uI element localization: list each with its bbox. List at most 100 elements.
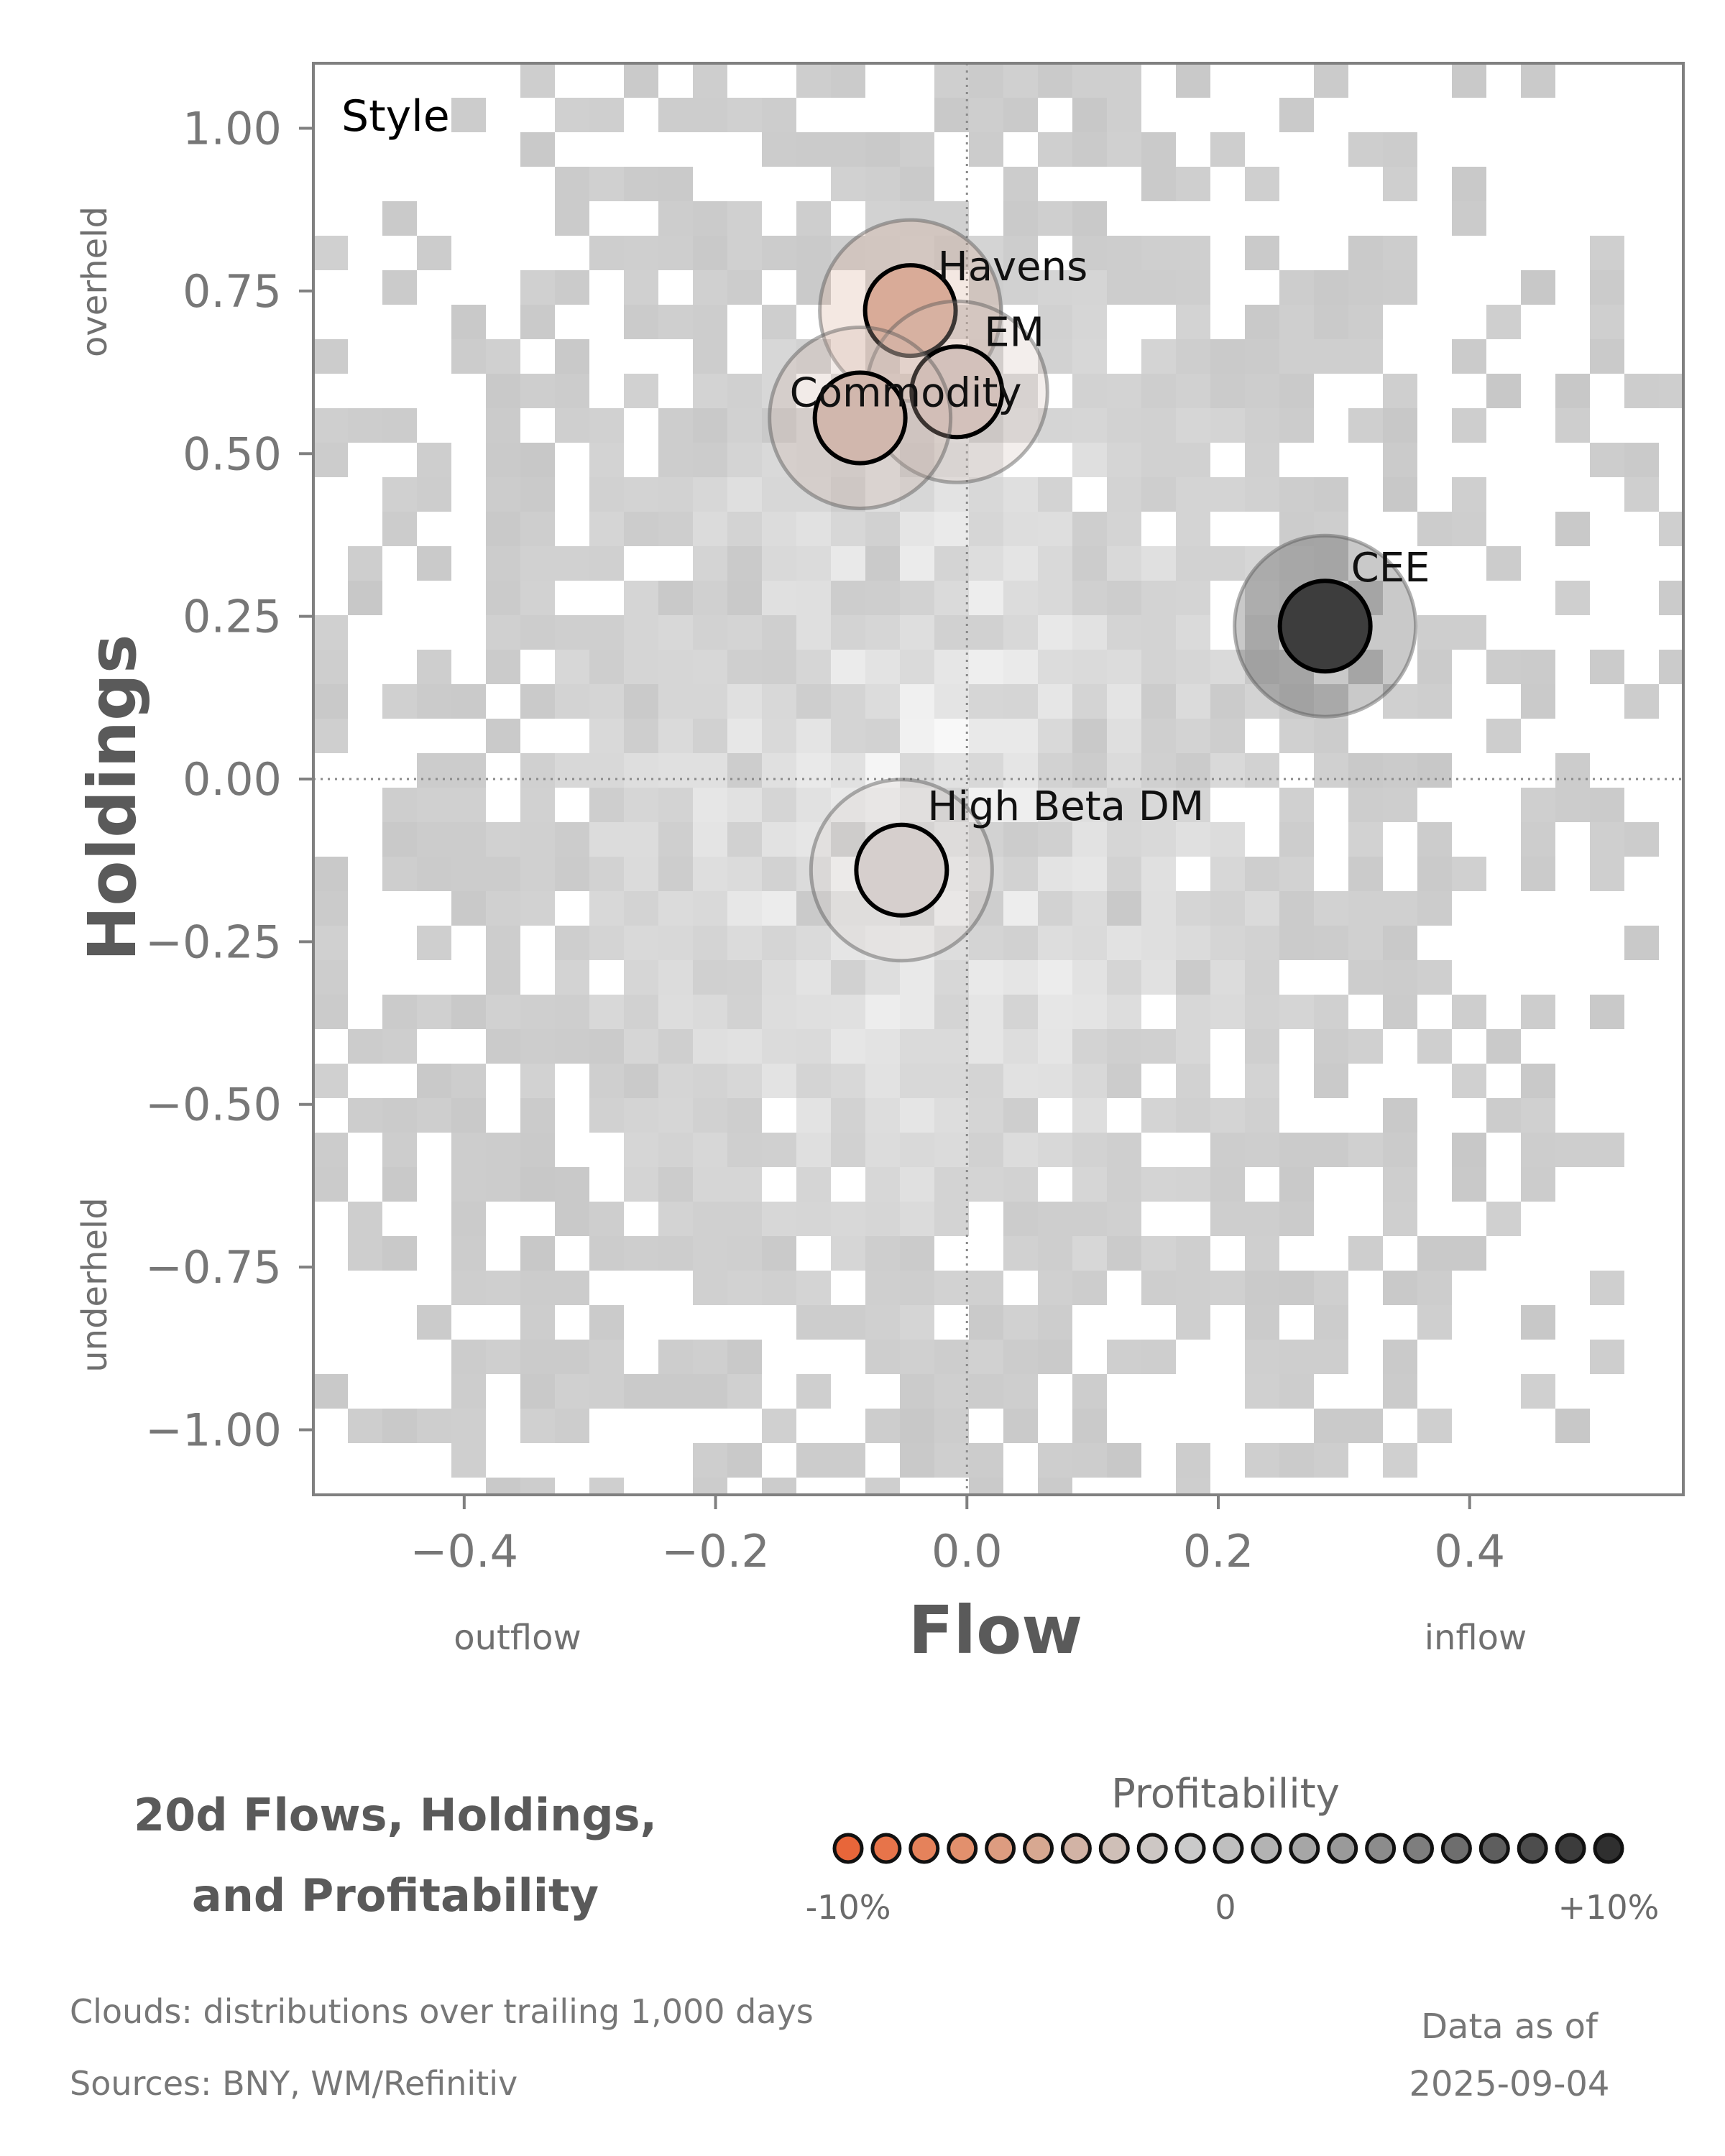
- density-cell: [865, 615, 900, 650]
- density-cell: [451, 1064, 486, 1098]
- density-cell: [1176, 1236, 1210, 1271]
- density-cell: [693, 1098, 727, 1133]
- density-cell: [1003, 1340, 1038, 1374]
- density-cell: [1314, 995, 1348, 1029]
- density-cell: [693, 926, 727, 960]
- density-cell: [727, 1202, 762, 1236]
- density-cell: [1107, 132, 1141, 167]
- density-cell: [555, 1167, 589, 1202]
- density-cell: [313, 1167, 348, 1202]
- density-cell: [1107, 960, 1141, 995]
- density-cell: [520, 1236, 555, 1271]
- density-cell: [313, 408, 348, 443]
- density-cell: [624, 477, 658, 512]
- density-cell: [1383, 167, 1417, 201]
- y-axis: 1.00 0.75 0.50 0.25 0.00 −0.25 −0.50 −0.75 −1.00: [145, 103, 313, 1456]
- density-cell: [1383, 477, 1417, 512]
- density-cell: [451, 339, 486, 374]
- density-cell: [589, 650, 624, 684]
- density-cell: [900, 960, 934, 995]
- density-cell: [865, 236, 900, 270]
- density-cell: [693, 270, 727, 305]
- density-cell: [1003, 684, 1038, 719]
- density-cell: [693, 374, 727, 408]
- figure-title-line1: 20d Flows, Holdings,: [133, 1789, 658, 1841]
- density-cell: [969, 926, 1003, 960]
- density-cell: [1555, 1409, 1590, 1443]
- density-cell: [1107, 995, 1141, 1029]
- density-cell: [1141, 1340, 1176, 1374]
- density-cell: [1176, 615, 1210, 650]
- density-cell: [1176, 443, 1210, 477]
- density-cell: [658, 1029, 693, 1064]
- point-label: CEE: [1351, 545, 1430, 591]
- density-cell: [451, 788, 486, 822]
- reference-lines: [313, 63, 1683, 1495]
- point-label: EM: [984, 309, 1044, 356]
- density-cell: [1072, 98, 1107, 132]
- density-cell: [693, 1478, 727, 1495]
- density-cell: [486, 615, 520, 650]
- legend-swatch: [908, 1833, 940, 1864]
- density-cell: [1072, 650, 1107, 684]
- density-cell: [693, 1443, 727, 1478]
- density-cell: [1279, 1202, 1314, 1236]
- density-cell: [348, 581, 382, 615]
- density-cell: [1038, 512, 1072, 546]
- density-cell: [1314, 1443, 1348, 1478]
- density-cell: [1038, 822, 1072, 857]
- density-cell: [658, 753, 693, 788]
- density-cell: [555, 1202, 589, 1236]
- density-cell: [1659, 581, 1683, 615]
- density-cell: [486, 1271, 520, 1305]
- density-cell: [348, 1409, 382, 1443]
- density-cell: [1521, 270, 1555, 305]
- density-cell: [1383, 1443, 1417, 1478]
- density-cell: [1314, 546, 1348, 581]
- density-cell: [1245, 926, 1279, 960]
- density-cell: [969, 995, 1003, 1029]
- density-cell: [1038, 615, 1072, 650]
- density-cell: [727, 650, 762, 684]
- density-cell: [486, 581, 520, 615]
- density-cell: [1279, 512, 1314, 546]
- density-cell: [1141, 1236, 1176, 1271]
- density-cell: [865, 132, 900, 167]
- y-axis-title: Holdings: [74, 634, 151, 961]
- density-cell: [727, 684, 762, 719]
- density-cell: [693, 960, 727, 995]
- density-cell: [727, 615, 762, 650]
- density-cell: [1348, 822, 1383, 857]
- density-cell: [934, 1409, 969, 1443]
- point-marker: [812, 370, 908, 466]
- density-cell: [934, 1098, 969, 1133]
- density-cell: [658, 443, 693, 477]
- density-cell: [589, 891, 624, 926]
- density-cell: [313, 236, 348, 270]
- density-cell: [1072, 995, 1107, 1029]
- clouds-note: Clouds: distributions over trailing 1,00…: [70, 1992, 814, 2031]
- density-cell: [934, 1133, 969, 1167]
- density-cell: [1555, 1133, 1590, 1167]
- density-cell: [1141, 615, 1176, 650]
- density-cell: [1072, 1202, 1107, 1236]
- density-cell: [1245, 650, 1279, 684]
- density-cell: [1590, 1133, 1624, 1167]
- density-cell: [969, 788, 1003, 822]
- density-cell: [1590, 270, 1624, 305]
- density-cell: [1314, 305, 1348, 339]
- density-cell: [727, 1236, 762, 1271]
- density-cell: [831, 1098, 865, 1133]
- density-cell: [831, 960, 865, 995]
- density-cell: [1176, 891, 1210, 926]
- density-cell: [865, 1098, 900, 1133]
- density-cell: [1210, 857, 1245, 891]
- density-cell: [1003, 857, 1038, 891]
- legend-color-scale: [832, 1833, 1624, 1864]
- density-cell: [727, 477, 762, 512]
- density-cell: [969, 960, 1003, 995]
- density-cell: [417, 1064, 451, 1098]
- density-cell: [589, 926, 624, 960]
- density-cell: [969, 1374, 1003, 1409]
- density-cell: [969, 753, 1003, 788]
